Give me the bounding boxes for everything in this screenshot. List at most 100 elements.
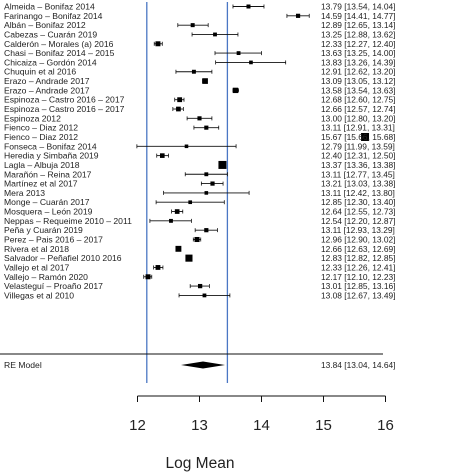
estimate-label: 13.58 [13.54, 13.63] xyxy=(321,85,396,95)
study-row: Chicaiza – Gordón 2014 13.83 [13.26, 14.3… xyxy=(4,57,396,67)
study-label: Farinango – Bonifaz 2014 xyxy=(4,11,103,21)
estimate-label: 12.33 [12.26, 12.41] xyxy=(321,262,396,272)
estimate-label: 15.67 [15.66, 15.68] xyxy=(321,132,396,142)
study-label: Monge – Cuarán 2017 xyxy=(4,197,90,207)
study-label: Chasi – Bonifaz 2014 – 2015 xyxy=(4,48,115,58)
estimate-label: 12.83 [12.82, 12.85] xyxy=(321,253,396,263)
estimate-label: 12.96 [12.90, 13.02] xyxy=(321,235,396,245)
study-row: Peña y Cuarán 2019 13.11 [12.93, 13.29] xyxy=(4,225,395,235)
point-estimate xyxy=(218,160,227,169)
estimate-label: 12.68 [12.60, 12.75] xyxy=(321,95,396,105)
study-label: Rivera et al 2018 xyxy=(4,244,69,254)
study-row: Lagla – Albuja 2018 13.37 [13.36, 13.38] xyxy=(4,160,396,170)
study-rows: Almeida – Bonifaz 2014 13.79 [13.54, 14.0… xyxy=(4,2,396,301)
study-label: Erazo – Andrade 2017 xyxy=(4,76,90,86)
point-estimate xyxy=(197,283,203,289)
study-label: Chuquin et al 2016 xyxy=(4,67,76,77)
study-row: Farinango – Bonifaz 2014 14.59 [14.41, 14… xyxy=(4,11,396,21)
study-label: Salvador – Peñafiel 2010 2016 xyxy=(4,253,122,263)
study-label: Martínez et al 2017 xyxy=(4,179,78,189)
study-row: Rivera et al 2018 12.66 [12.63, 12.69] xyxy=(4,244,396,254)
study-row: Almeida – Bonifaz 2014 13.79 [13.54, 14.0… xyxy=(4,2,396,12)
study-label: Peña y Cuarán 2019 xyxy=(4,225,83,235)
study-label: Villegas et al 2010 xyxy=(4,290,74,300)
estimate-label: 12.33 [12.27, 12.40] xyxy=(321,39,396,49)
point-estimate xyxy=(191,69,196,74)
point-estimate xyxy=(155,41,161,47)
study-row: Espinoza – Castro 2016 – 2017 12.66 [12.5… xyxy=(4,104,396,114)
point-estimate xyxy=(361,132,370,141)
study-row: Marañón – Reina 2017 13.11 [12.77, 13.45] xyxy=(4,169,395,179)
summary-label: RE Model xyxy=(4,360,42,370)
point-estimate xyxy=(232,87,239,94)
study-label: Espinoza – Castro 2016 – 2017 xyxy=(4,95,125,105)
x-tick-label: 14 xyxy=(253,417,270,434)
summary-diamond xyxy=(181,361,225,369)
study-label: Lagla – Albuja 2018 xyxy=(4,160,80,170)
study-label: Mera 2013 xyxy=(4,188,45,198)
study-label: Perez – Pais 2016 – 2017 xyxy=(4,235,103,245)
study-row: Perez – Pais 2016 – 2017 12.96 [12.90, 13… xyxy=(4,235,396,245)
study-label: Neppas – Requeime 2010 – 2011 xyxy=(4,216,132,226)
point-estimate xyxy=(204,125,209,130)
study-label: Calderón – Morales (a) 2016 xyxy=(4,39,114,49)
study-label: Fonseca – Bonifaz 2014 xyxy=(4,141,97,151)
estimate-label: 13.08 [12.67, 13.49] xyxy=(321,290,396,300)
point-estimate xyxy=(204,172,209,177)
study-row: Monge – Cuarán 2017 12.85 [12.30, 13.40] xyxy=(4,197,396,207)
point-estimate xyxy=(190,23,195,28)
x-axis-title: Log Mean xyxy=(166,455,235,472)
point-estimate xyxy=(204,191,209,195)
study-row: Chuquin et al 2016 12.91 [12.62, 13.20] xyxy=(4,67,396,77)
study-row: Velasteguí – Proaño 2017 13.01 [12.85, 13… xyxy=(4,281,396,291)
study-row: Salvador – Peñafiel 2010 2016 12.83 [12.8… xyxy=(4,253,396,263)
point-estimate xyxy=(236,51,241,56)
estimate-label: 12.89 [12.65, 13.14] xyxy=(321,20,396,30)
estimate-label: 12.64 [12.55, 12.73] xyxy=(321,207,396,217)
point-estimate xyxy=(246,4,251,9)
study-label: Erazo – Andrade 2017 xyxy=(4,85,90,95)
estimate-label: 13.11 [12.91, 13.31] xyxy=(321,123,395,133)
x-axis: 12 13 14 15 16 xyxy=(129,395,394,434)
study-row: Fienco – Diaz 2012 13.11 [12.91, 13.31] xyxy=(4,123,395,133)
point-estimate xyxy=(295,13,301,18)
estimate-label: 12.66 [12.57, 12.74] xyxy=(321,104,396,114)
point-estimate xyxy=(169,218,173,223)
point-estimate xyxy=(194,236,200,243)
study-row: Mosquera – León 2019 12.64 [12.55, 12.73] xyxy=(4,207,396,217)
estimate-label: 14.59 [14.41, 14.77] xyxy=(321,11,396,21)
study-row: Erazo – Andrade 2017 13.09 [13.05, 13.12] xyxy=(4,76,396,86)
x-tick-label: 12 xyxy=(129,417,146,434)
estimate-label: 13.63 [13.25, 14.00] xyxy=(321,48,396,58)
x-tick-label: 16 xyxy=(377,417,394,434)
study-row: Martínez et al 2017 13.21 [13.03, 13.38] xyxy=(4,179,396,189)
point-estimate xyxy=(202,293,207,298)
point-estimate xyxy=(188,200,193,205)
x-tick-label: 15 xyxy=(315,417,332,434)
point-estimate xyxy=(249,60,253,65)
study-label: Fienco – Diaz 2012 xyxy=(4,123,78,133)
estimate-label: 13.11 [12.93, 13.29] xyxy=(321,225,395,235)
point-estimate xyxy=(185,254,193,262)
study-row: Cabezas – Cuarán 2019 13.25 [12.88, 13.62… xyxy=(4,29,396,39)
study-row: Albán – Bonifaz 2012 12.89 [12.65, 13.14] xyxy=(4,20,396,30)
study-label: Cabezas – Cuarán 2019 xyxy=(4,29,97,39)
point-estimate xyxy=(197,116,202,121)
point-estimate xyxy=(155,265,161,270)
study-label: Albán – Bonifaz 2012 xyxy=(4,20,86,30)
estimate-label: 13.25 [12.88, 13.62] xyxy=(321,29,396,39)
study-label: Fienco – Diaz 2012 xyxy=(4,132,78,142)
study-label: Heredia y Simbaña 2019 xyxy=(4,151,99,161)
summary-estimate-label: 13.84 [13.04, 14.64] xyxy=(321,360,396,370)
estimate-label: 12.54 [12.20, 12.87] xyxy=(321,216,396,226)
point-estimate xyxy=(184,144,189,149)
point-estimate xyxy=(145,274,151,280)
study-label: Almeida – Bonifaz 2014 xyxy=(4,2,95,12)
estimate-label: 12.17 [12.10, 12.23] xyxy=(321,272,396,282)
study-row: Chasi – Bonifaz 2014 – 2015 13.63 [13.25,… xyxy=(4,48,396,58)
point-estimate xyxy=(210,181,215,186)
point-estimate xyxy=(213,32,217,37)
x-tick-label: 13 xyxy=(191,417,208,434)
estimate-label: 12.85 [12.30, 13.40] xyxy=(321,197,396,207)
